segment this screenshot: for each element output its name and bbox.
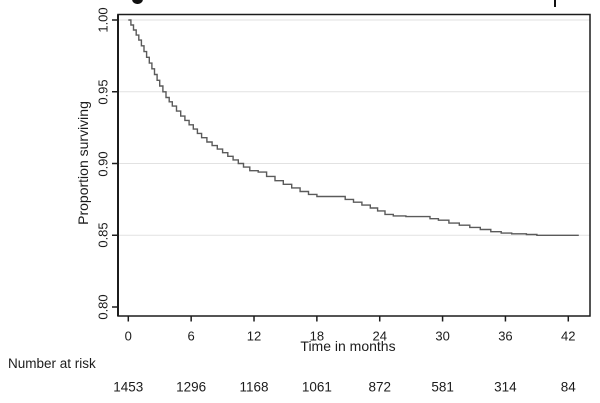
y-tick-label: 0.80 [95, 294, 111, 320]
number-at-risk-label: Number at risk [8, 356, 96, 371]
clipped-title-fragment-p [554, 0, 556, 7]
clipped-title-fragment-g [132, 0, 143, 4]
plot-frame [117, 13, 591, 317]
x-tick-label: 42 [561, 328, 576, 344]
x-tick-label: 18 [309, 328, 325, 344]
x-axis-title: Time in months [300, 338, 396, 354]
risk-count: 1061 [301, 379, 332, 395]
risk-count: 872 [368, 379, 391, 395]
y-axis-title: Proportion surviving [75, 101, 91, 225]
x-tick-label: 36 [498, 328, 513, 344]
y-tick-label: 0.90 [95, 150, 111, 177]
x-tick-label: 0 [124, 328, 132, 344]
x-tick-label: 6 [187, 328, 195, 344]
risk-count: 1168 [239, 379, 269, 395]
y-tick-label: 0.85 [95, 222, 111, 248]
x-tick-label: 12 [246, 328, 262, 344]
x-tick-label: 30 [435, 328, 450, 344]
y-tick-label: 0.95 [95, 79, 111, 105]
survival-curve [128, 19, 579, 236]
y-tick-label: 1.00 [95, 7, 111, 33]
risk-count: 1296 [176, 379, 207, 395]
risk-count: 581 [431, 379, 454, 395]
risk-count: 314 [494, 379, 517, 395]
risk-count: 1453 [113, 379, 144, 395]
x-tick-label: 24 [372, 328, 387, 344]
risk-count: 84 [560, 379, 576, 395]
